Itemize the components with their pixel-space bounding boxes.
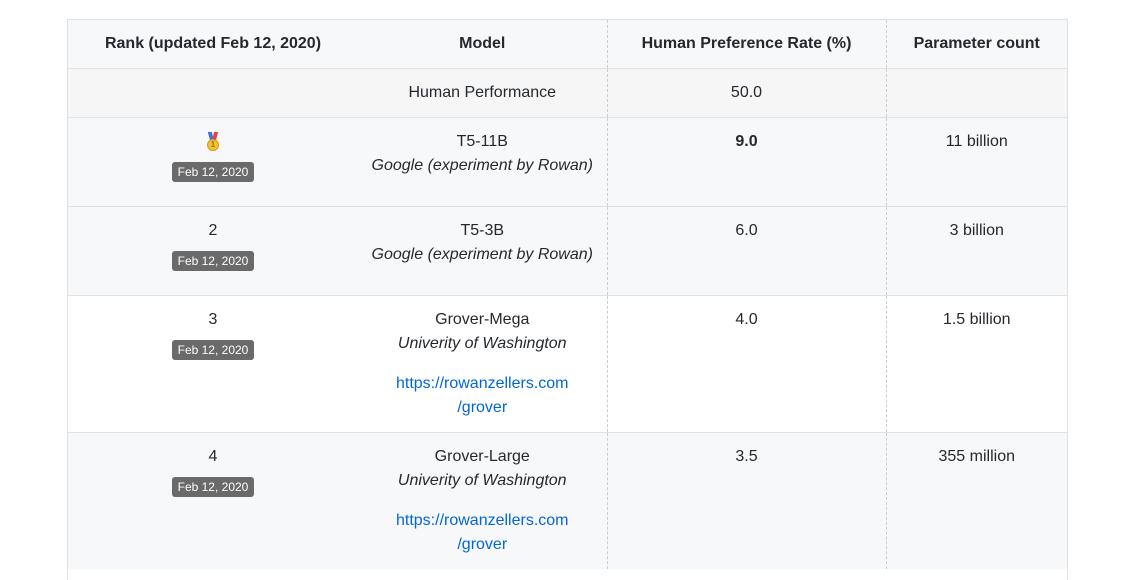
model-name: T5-11B [456,133,508,150]
model-cell: Grover-Large Univerity of Washington htt… [358,432,607,569]
header-model: Model [358,20,607,69]
date-badge: Feb 12, 2020 [171,251,255,271]
date-badge: Feb 12, 2020 [171,340,255,360]
header-rank: Rank (updated Feb 12, 2020) [68,20,358,69]
link-line-1: https://rowanzellers.com [395,512,569,529]
rank-cell: 4 Feb 12, 2020 [68,432,358,569]
human-rank-cell [68,68,358,118]
human-rate-cell: 50.0 [606,68,886,118]
params-cell: 11 billion [885,117,1067,207]
rate-value: 3.5 [735,448,758,465]
rate-cell: 4.0 [606,295,886,433]
header-rate: Human Preference Rate (%) [606,20,886,69]
model-org: Google (experiment by Rowan) [371,246,593,263]
grover-link[interactable]: https://rowanzellers.com /grover [358,509,607,557]
table-row: 3 Feb 12, 2020 Grover-Mega Univerity of … [68,295,1067,433]
table-row: 2 Feb 12, 2020 T5-3B Google (experiment … [68,206,1067,296]
params-cell: 3 billion [885,206,1067,296]
model-name: Grover-Mega [435,311,530,328]
rate-value: 9.0 [735,133,758,150]
params-value: 355 million [938,448,1015,465]
rank-cell: 2 Feb 12, 2020 [68,206,358,296]
model-org: Univerity of Washington [397,335,567,352]
rank-cell: 1 Feb 12, 2020 [68,117,358,207]
leaderboard-table-container: Rank (updated Feb 12, 2020) Model Human … [67,19,1068,580]
gold-medal-icon: 1 [201,130,225,154]
rank-cell: 3 Feb 12, 2020 [68,295,358,433]
rate-value: 6.0 [735,222,758,239]
grover-link[interactable]: https://rowanzellers.com /grover [358,372,607,420]
model-name: T5-3B [460,222,505,239]
model-cell: Grover-Mega Univerity of Washington http… [358,295,607,433]
human-model-cell: Human Performance [358,68,607,118]
rate-cell: 6.0 [606,206,886,296]
date-badge: Feb 12, 2020 [171,162,255,182]
rank-number: 2 [208,222,218,239]
params-value: 3 billion [949,222,1004,239]
model-org: Univerity of Washington [397,472,567,489]
model-cell: T5-3B Google (experiment by Rowan) [358,206,607,296]
params-cell: 355 million [885,432,1067,569]
header-params: Parameter count [885,20,1067,69]
human-params-cell [885,68,1067,118]
table-row: 4 Feb 12, 2020 Grover-Large Univerity of… [68,432,1067,569]
params-value: 1.5 billion [942,311,1011,328]
params-cell: 1.5 billion [885,295,1067,433]
model-org: Google (experiment by Rowan) [371,157,593,174]
human-performance-row: Human Performance 50.0 [68,68,1067,118]
model-name: Grover-Large [434,448,530,465]
link-line-2: /grover [457,536,508,553]
date-badge: Feb 12, 2020 [171,477,255,497]
rank-number: 4 [208,448,218,465]
leaderboard-table: Rank (updated Feb 12, 2020) Model Human … [68,20,1067,569]
table-header-row: Rank (updated Feb 12, 2020) Model Human … [68,20,1067,69]
model-cell: T5-11B Google (experiment by Rowan) [358,117,607,207]
rate-value: 4.0 [735,311,758,328]
link-line-1: https://rowanzellers.com [395,375,569,392]
rate-cell: 9.0 [606,117,886,207]
table-row: 1 Feb 12, 2020 T5-11B Google (experiment… [68,117,1067,207]
rank-number: 3 [208,311,218,328]
params-value: 11 billion [945,133,1008,150]
link-line-2: /grover [457,399,508,416]
rate-cell: 3.5 [606,432,886,569]
